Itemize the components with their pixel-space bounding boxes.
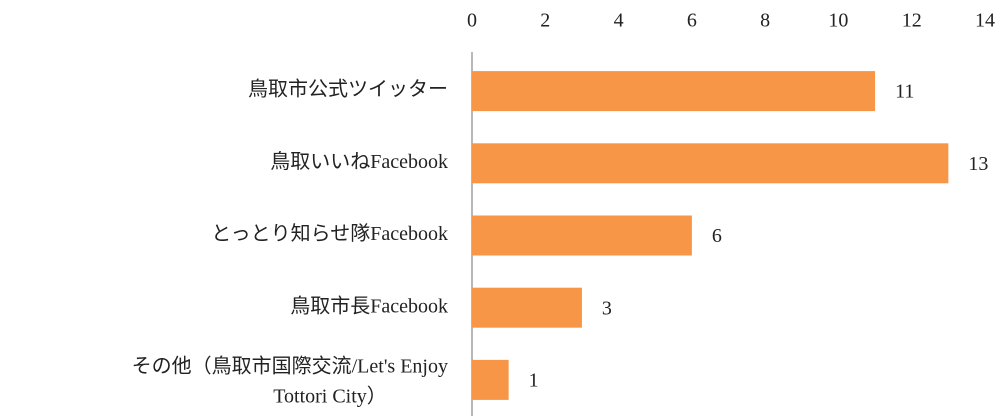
x-tick-label: 4 [614,10,624,32]
x-tick-label: 8 [760,10,770,32]
bar [472,287,582,328]
y-tick-label: 鳥取市長Facebook [290,294,448,317]
x-tick-label: 2 [540,10,550,32]
value-label: 1 [529,369,539,391]
bar [472,215,692,256]
x-tick-label: 6 [687,10,697,32]
bar [472,143,949,184]
value-label: 6 [712,225,722,247]
bar [472,71,876,112]
value-label: 3 [602,297,612,319]
x-tick-label: 12 [902,10,922,32]
x-tick-label: 0 [467,10,477,32]
x-tick-label: 14 [975,10,995,32]
value-label: 13 [968,153,988,175]
y-tick-label: Tottori City） [273,384,387,407]
value-label: 11 [895,81,914,103]
x-tick-label: 10 [828,10,848,32]
y-tick-label: とっとり知らせ隊Facebook [211,222,448,245]
y-tick-label: 鳥取いいねFacebook [270,150,448,173]
y-tick-label: 鳥取市公式ツイッター [248,78,448,101]
y-tick-label: その他（鳥取市国際交流/Let's Enjoy [132,354,448,377]
bar [472,359,509,400]
